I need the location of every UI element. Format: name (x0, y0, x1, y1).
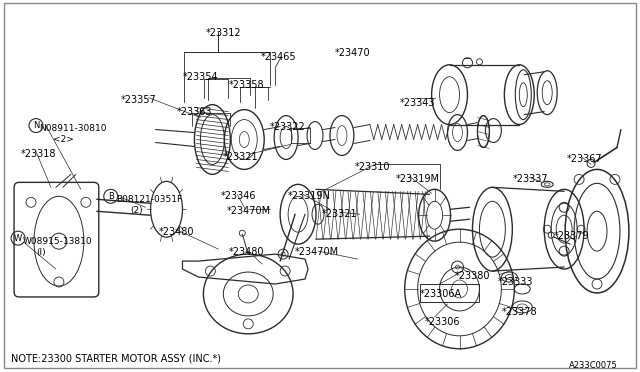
Text: *23343: *23343 (400, 98, 435, 108)
Text: *23354: *23354 (182, 72, 218, 82)
Text: <2>: <2> (53, 135, 74, 144)
Text: *23358: *23358 (228, 80, 264, 90)
Text: N: N (33, 121, 39, 130)
Text: *23333: *23333 (497, 277, 533, 287)
Text: *23310: *23310 (355, 163, 390, 173)
Text: *23318: *23318 (21, 150, 56, 160)
Text: *23319M: *23319M (396, 174, 440, 185)
Text: B: B (108, 192, 114, 201)
Text: W: W (14, 234, 22, 243)
Text: *23379: *23379 (554, 231, 590, 241)
Text: *23470M: *23470M (295, 247, 339, 257)
Text: *23306: *23306 (424, 317, 460, 327)
Text: *23321: *23321 (222, 153, 258, 163)
Text: *23337: *23337 (513, 174, 548, 185)
Text: *23480: *23480 (159, 227, 194, 237)
Text: *23465: *23465 (261, 52, 297, 62)
Text: *23367: *23367 (567, 154, 603, 164)
Text: *23363: *23363 (177, 107, 212, 117)
Text: (2): (2) (131, 206, 143, 215)
Bar (420, 284, 479, 302)
Text: NOTE:23300 STARTER MOTOR ASSY (INC.*): NOTE:23300 STARTER MOTOR ASSY (INC.*) (11, 354, 221, 364)
Text: *23346: *23346 (220, 191, 256, 201)
Text: *23378: *23378 (501, 307, 537, 317)
Text: *23321: *23321 (322, 209, 358, 219)
Text: *23306A: *23306A (420, 289, 462, 299)
Text: *23319N: *23319N (288, 191, 331, 201)
Text: *23380: *23380 (454, 271, 490, 281)
Text: N08911-30810: N08911-30810 (39, 124, 106, 132)
Text: B08121-0351F: B08121-0351F (116, 195, 182, 204)
Text: *23322: *23322 (270, 122, 306, 132)
Text: *23470: *23470 (335, 48, 371, 58)
Text: A233C0075: A233C0075 (569, 361, 618, 370)
Text: *23480: *23480 (228, 247, 264, 257)
Text: W08915-13810: W08915-13810 (23, 237, 93, 246)
Text: (I): (I) (36, 248, 45, 257)
Text: *23470M: *23470M (227, 206, 271, 216)
Text: *23312: *23312 (205, 28, 241, 38)
Text: *23357: *23357 (121, 94, 156, 105)
